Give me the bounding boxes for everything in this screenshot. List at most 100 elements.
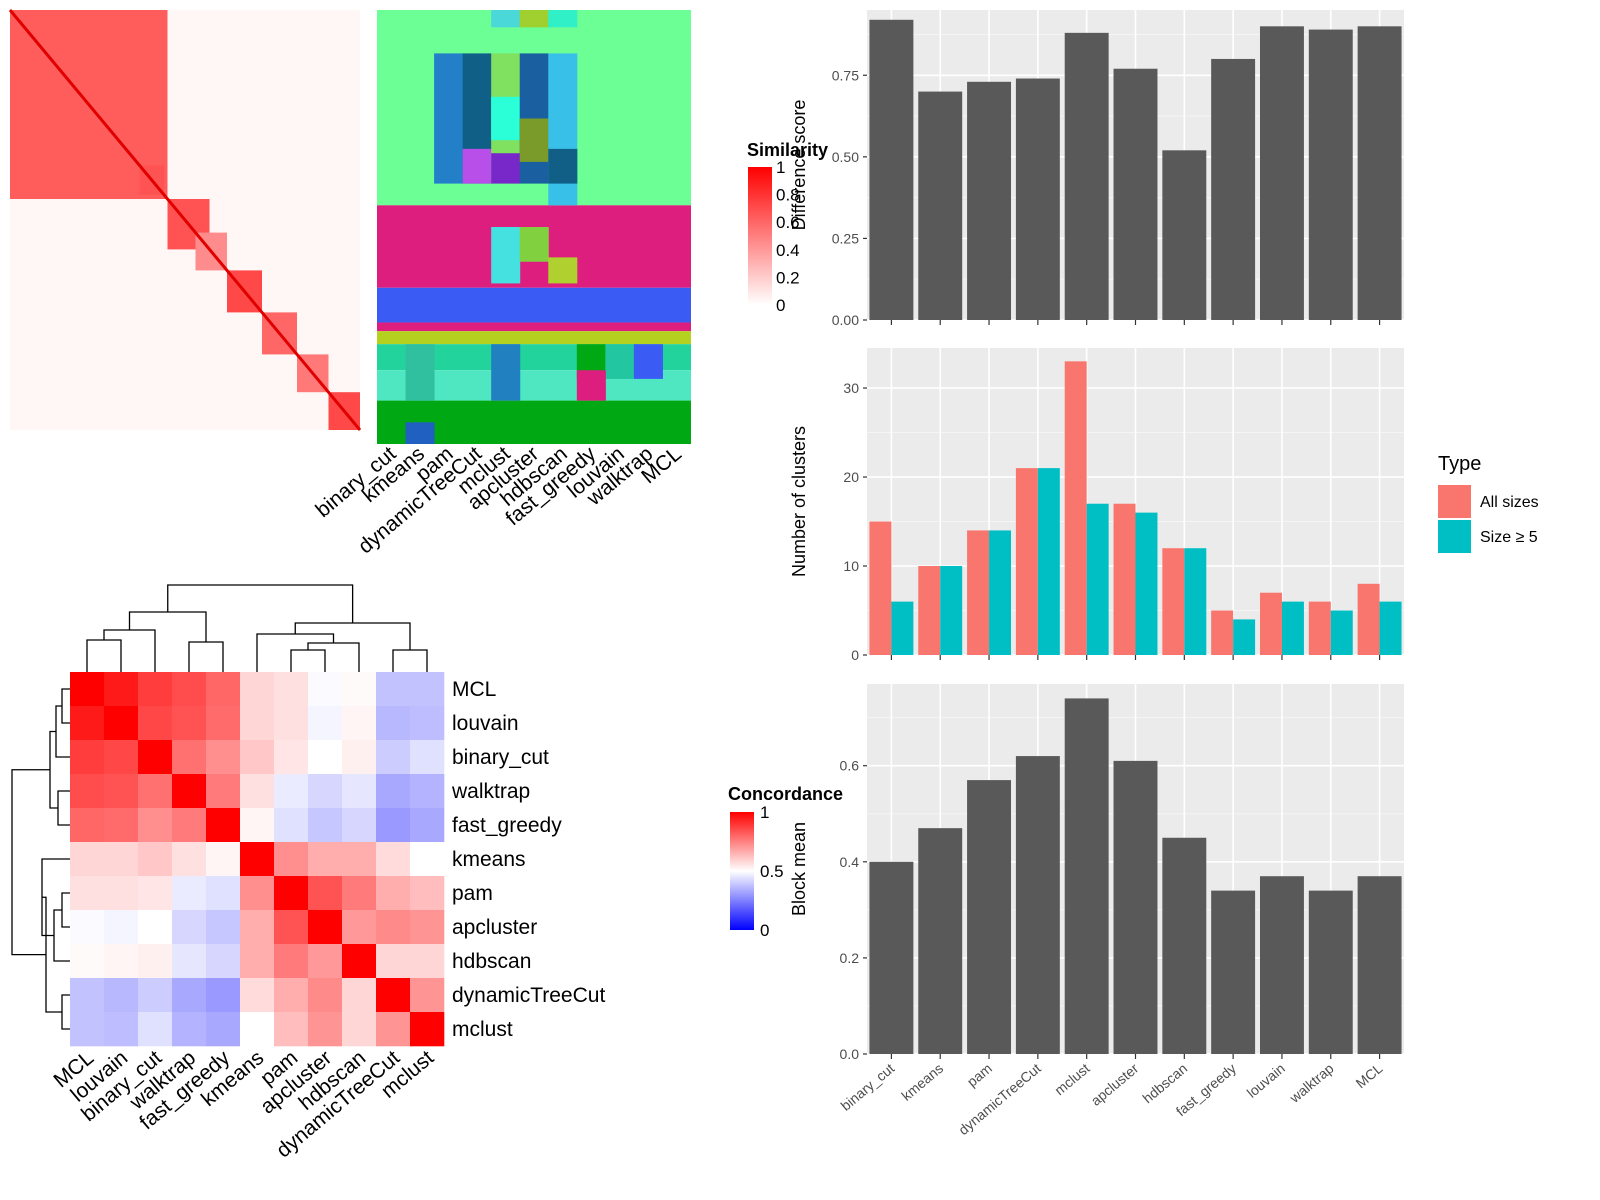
concordance-cell <box>206 740 241 775</box>
bar <box>869 521 892 655</box>
x-tick-label: kmeans <box>898 1060 946 1104</box>
row-dendrogram-branch <box>55 705 70 758</box>
concordance-legend: Concordance 1 0.5 0 <box>728 784 843 940</box>
concordance-cell <box>70 876 105 911</box>
y-tick-label: 0.2 <box>840 950 860 966</box>
concordance-cell <box>308 910 343 945</box>
similarity-legend-tick: 0 <box>776 296 785 315</box>
concordance-cell <box>206 672 241 707</box>
concordance-cell <box>240 910 275 945</box>
concordance-cell <box>70 944 105 979</box>
column-dendrogram-branch <box>392 649 428 672</box>
row-dendrogram-branch <box>11 769 50 956</box>
bar <box>967 81 1012 320</box>
concordance-cell <box>172 910 207 945</box>
concordance-row-label: mclust <box>452 1018 513 1041</box>
assignment-patch <box>605 344 635 379</box>
number-of-clusters-chart: 0 10 20 30 Number of clusters <box>789 348 1404 663</box>
row-dendrogram-branch <box>61 688 70 724</box>
assignment-patch <box>519 10 549 28</box>
row-dendrogram-branch <box>49 730 58 809</box>
y-axis-title: Difference score <box>789 100 809 231</box>
concordance-cell <box>172 944 207 979</box>
similarity-legend-tick: 0.4 <box>776 241 800 260</box>
difference-score-chart: 0.00 0.25 0.50 0.75 Difference score <box>789 10 1404 328</box>
bar <box>940 566 963 655</box>
assignment-row-segment <box>377 322 691 332</box>
bar <box>967 530 990 655</box>
similarity-legend-title: Similarity <box>747 140 828 160</box>
concordance-cell <box>308 706 343 741</box>
type-legend-swatch <box>1438 485 1471 518</box>
concordance-cell <box>206 876 241 911</box>
concordance-cell <box>376 1012 411 1047</box>
concordance-cell <box>376 672 411 707</box>
concordance-cell <box>172 978 207 1013</box>
bar <box>1135 512 1158 655</box>
assignment-patch <box>633 344 663 379</box>
concordance-cell <box>104 944 139 979</box>
concordance-cell <box>376 842 411 877</box>
bar <box>1259 26 1304 320</box>
assignment-row-segment <box>377 331 691 345</box>
type-legend-swatch <box>1438 520 1471 553</box>
concordance-cell <box>206 944 241 979</box>
concordance-cell <box>342 672 377 707</box>
bar <box>1162 150 1207 320</box>
bar <box>869 19 914 320</box>
concordance-cell <box>138 672 173 707</box>
assignment-patch <box>405 344 435 401</box>
concordance-cell <box>104 842 139 877</box>
concordance-row-label: MCL <box>452 678 496 701</box>
bar <box>1211 58 1256 321</box>
concordance-cell <box>172 706 207 741</box>
concordance-cell <box>342 944 377 979</box>
concordance-cell <box>240 774 275 809</box>
similarity-colorbar <box>748 167 772 305</box>
y-tick-label: 0 <box>851 647 859 663</box>
column-dendrogram-branch <box>128 611 207 642</box>
column-dendrogram-branch <box>256 633 335 672</box>
assignment-patch <box>519 118 549 162</box>
concordance-cell <box>240 1012 275 1047</box>
concordance-cell <box>342 740 377 775</box>
concordance-cell <box>172 842 207 877</box>
bar <box>918 566 941 655</box>
concordance-cell <box>206 842 241 877</box>
column-dendrogram-branch <box>86 639 122 672</box>
concordance-cell <box>376 808 411 843</box>
concordance-cell <box>206 706 241 741</box>
bar <box>1113 760 1158 1054</box>
concordance-cell <box>104 808 139 843</box>
concordance-cell <box>308 876 343 911</box>
bar <box>1308 601 1331 655</box>
concordance-legend-tick: 1 <box>760 803 769 822</box>
bar <box>1281 601 1304 655</box>
concordance-cell <box>240 706 275 741</box>
concordance-cell <box>70 1012 105 1047</box>
concordance-cell <box>104 876 139 911</box>
assignment-row-segment <box>377 287 691 323</box>
type-legend-label: Size ≥ 5 <box>1480 529 1538 546</box>
concordance-cell <box>410 774 445 809</box>
assignment-patch <box>519 227 549 262</box>
bar <box>1064 32 1109 321</box>
bar <box>1064 361 1087 655</box>
concordance-cell <box>342 842 377 877</box>
concordance-cell <box>376 740 411 775</box>
concordance-legend-tick: 0.5 <box>760 862 784 881</box>
concordance-cell <box>138 944 173 979</box>
row-dendrogram-branch <box>61 892 70 928</box>
bar <box>1184 548 1207 655</box>
concordance-cell <box>274 774 309 809</box>
concordance-cell <box>172 1012 207 1047</box>
similarity-legend-tick: 0.2 <box>776 268 800 287</box>
bar <box>1259 876 1304 1054</box>
concordance-cell <box>70 842 105 877</box>
bar <box>1211 610 1234 655</box>
concordance-cell <box>274 808 309 843</box>
bar <box>1015 468 1038 655</box>
x-tick-label: mclust <box>1051 1060 1092 1098</box>
concordance-cell <box>138 842 173 877</box>
type-legend: Type All sizes Size ≥ 5 <box>1438 453 1539 553</box>
